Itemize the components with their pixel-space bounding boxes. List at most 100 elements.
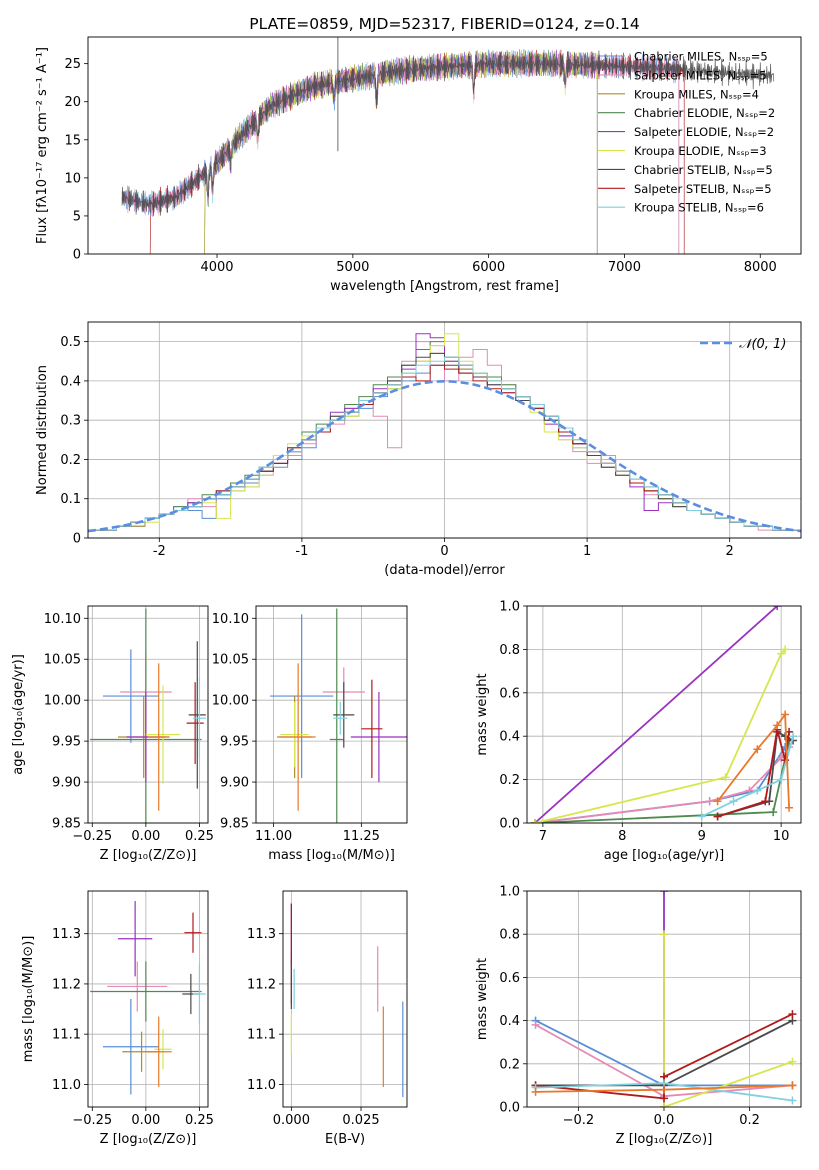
plot-area: [530, 606, 798, 823]
weight-marker: [697, 812, 706, 821]
y-tick-label: 10.05: [44, 653, 81, 668]
x-tick-label: 0.0: [654, 1113, 675, 1128]
x-tick-label: 8000: [744, 260, 777, 275]
panel-mass_vs_Z: −0.25 0.00 0.25 11.0 11.1 11.2 11.3 Z [log₁₀(Z/…: [21, 890, 214, 1147]
weight-line-kroupa-elodie: [534, 648, 786, 823]
weight-marker: [660, 1094, 668, 1103]
y-axis-label: mass [log₁₀(M/M⊙)]: [21, 936, 36, 1063]
x-tick-label: 5000: [336, 260, 369, 275]
plot-area: [121, 37, 775, 254]
x-axis-label: wavelength [Angstrom, rest frame]: [330, 279, 559, 294]
weight-marker: [660, 1103, 668, 1107]
x-tick-label: 10: [773, 829, 790, 844]
legend-label: Chabrier STELIB, Nₛₛₚ=5: [634, 163, 773, 177]
axes-frame: [87, 321, 802, 539]
y-tick-label: 10.10: [44, 612, 81, 627]
y-tick-label: 0.2: [499, 773, 520, 788]
x-axis-label: (data-model)/error: [384, 563, 505, 578]
y-tick-label: 11.2: [52, 977, 81, 992]
weight-marker: [781, 645, 790, 654]
x-tick-label: −0.25: [72, 1113, 112, 1128]
weight-marker: [769, 808, 778, 817]
plot-background: [88, 606, 208, 823]
y-tick-label: 0.1: [60, 492, 81, 507]
y-axis-label: mass weight: [475, 673, 490, 755]
weight-marker: [705, 797, 714, 806]
y-tick-label: 0.0: [499, 1101, 520, 1116]
weight-line-salpeter-elodie: [534, 606, 778, 823]
plot-background: [256, 606, 407, 823]
x-tick-label: 0.00: [131, 829, 160, 844]
x-axis-label: Z [log₁₀(Z/Z⊙)]: [100, 848, 197, 863]
legend-label: Salpeter ELODIE, Nₛₛₚ=2: [634, 125, 774, 139]
y-axis-label: age [log₁₀(age/yr)]: [11, 654, 26, 775]
weight-marker: [777, 775, 786, 784]
weight-marker: [788, 1057, 797, 1066]
y-axis-label: Normed distribution: [35, 365, 50, 495]
x-tick-label: 0.025: [342, 1113, 379, 1128]
axes-frame: [526, 605, 802, 824]
weight-marker: [788, 1081, 797, 1090]
x-tick-label: 0.00: [131, 1113, 160, 1128]
weight-marker: [713, 812, 722, 821]
plot-area: [290, 903, 404, 1097]
x-axis-label: Z [log₁₀(Z/Z⊙)]: [100, 1132, 197, 1147]
x-axis-label: Z [log₁₀(Z/Z⊙)]: [616, 1132, 713, 1147]
weight-marker: [729, 797, 738, 806]
panel-mass_vs_EBV: 0.000 0.025 11.0 11.1 11.2 11.3 E(B-V): [247, 890, 408, 1147]
plot-area: [90, 901, 206, 1095]
x-tick-label: −0.2: [563, 1113, 595, 1128]
y-tick-label: 0.8: [499, 928, 520, 943]
x-tick-label: 2: [726, 544, 734, 559]
legend-label: Chabrier MILES, Nₛₛₚ=5: [634, 50, 768, 64]
plot-area: [270, 608, 407, 823]
legend-label: Chabrier ELODIE, Nₛₛₚ=2: [634, 106, 775, 120]
weight-marker: [788, 1010, 797, 1019]
chart-title: PLATE=0859, MJD=52317, FIBERID=0124, z=0…: [249, 15, 639, 33]
x-tick-label: −0.25: [72, 829, 112, 844]
plot-area: [531, 891, 797, 1107]
x-tick-label: 7: [539, 829, 547, 844]
y-tick-label: 10.05: [212, 653, 249, 668]
y-tick-label: 11.1: [52, 1028, 81, 1043]
legend-label: Kroupa MILES, Nₛₛₚ=4: [634, 87, 759, 101]
legend-label: Salpeter STELIB, Nₛₛₚ=5: [634, 182, 772, 196]
axes-frame: [526, 890, 802, 1108]
x-tick-label: 4000: [200, 260, 233, 275]
x-tick-label: -1: [295, 544, 308, 559]
axes-frame: [87, 605, 209, 824]
y-tick-label: 0.6: [499, 686, 520, 701]
weight-marker: [761, 797, 770, 806]
weight-marker: [781, 710, 790, 719]
y-tick-label: 0.4: [499, 730, 520, 745]
y-tick-label: 9.95: [52, 735, 81, 750]
y-tick-label: 9.85: [52, 817, 81, 832]
panel-age_vs_Z: −0.25 0.00 0.25 9.85 9.90 9.95 10.00 10.05 10.10…: [11, 605, 214, 863]
x-tick-label: 0.25: [185, 1113, 214, 1128]
weight-marker: [773, 606, 782, 610]
plot-background: [527, 606, 801, 823]
panel-mass_weight_vs_Z: −0.2 0.0 0.2 0.0 0.2 0.4 0.6 0.8 1.0 Z [log₁₀(Z/Z…: [475, 885, 802, 1147]
axes-frame: [282, 890, 408, 1108]
y-tick-label: 0.3: [60, 414, 81, 429]
weight-marker: [785, 803, 794, 812]
y-tick-label: 0.4: [60, 374, 81, 389]
axes-frame: [255, 605, 408, 824]
y-tick-label: 1.0: [499, 600, 520, 615]
panel-residuals: -2 -1 0 1 2 0 0.1 0.2 0.3 0.4 0.5 (data-model)/erro…: [35, 321, 802, 578]
weight-marker: [753, 745, 762, 754]
y-tick-label: 11.3: [52, 927, 81, 942]
y-tick-label: 9.85: [220, 817, 249, 832]
y-tick-label: 0.5: [60, 335, 81, 350]
plot-background: [283, 891, 407, 1107]
weight-marker: [788, 1096, 797, 1105]
weight-marker: [753, 786, 762, 795]
x-axis-label: age [log₁₀(age/yr)]: [604, 848, 725, 863]
legend-label: 𝒩(0, 1): [739, 337, 786, 352]
y-tick-label: 9.95: [220, 735, 249, 750]
y-tick-label: 10: [64, 171, 81, 186]
y-tick-label: 0.2: [60, 453, 81, 468]
legend-label: Kroupa STELIB, Nₛₛₚ=6: [634, 201, 764, 215]
panel-age_vs_mass: 11.00 11.25 9.85 9.90 9.95 10.00 10.05 10.10 mas…: [212, 605, 408, 863]
